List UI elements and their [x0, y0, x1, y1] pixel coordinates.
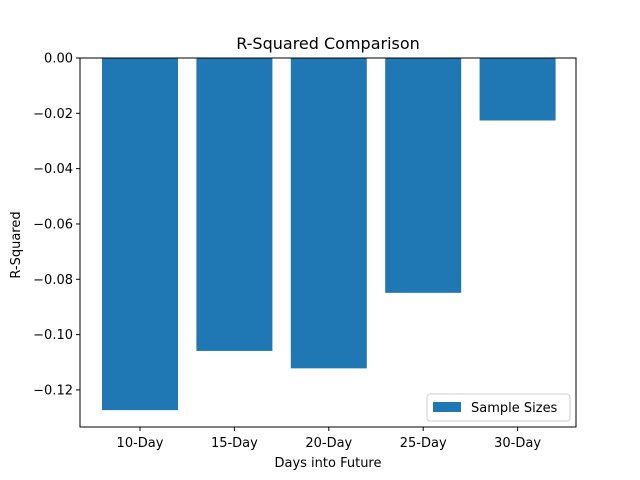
y-axis-title: R-Squared	[9, 211, 24, 278]
bar-10-day	[102, 58, 178, 411]
y-tick-label: −0.10	[33, 328, 73, 343]
bar-20-day	[290, 58, 367, 369]
legend: Sample Sizes	[426, 393, 571, 422]
legend-swatch	[433, 402, 461, 412]
chart-title: R-Squared Comparison	[236, 34, 420, 53]
x-axis-ticks: 10-Day 15-Day 20-Day 25-Day 30-Day	[117, 427, 541, 451]
legend-box	[426, 393, 571, 422]
plot-frame	[79, 57, 577, 428]
x-axis-title: Days into Future	[274, 456, 381, 471]
y-tick-label: −0.02	[33, 107, 73, 122]
x-tick-label: 20-Day	[305, 436, 352, 451]
bar-30-day	[479, 58, 556, 121]
x-tick-label: 25-Day	[400, 436, 447, 451]
legend-label: Sample Sizes	[471, 401, 558, 416]
bar-15-day	[196, 58, 273, 351]
x-tick-label: 30-Day	[494, 436, 541, 451]
x-tick-label: 15-Day	[211, 436, 258, 451]
bars-layer	[102, 58, 556, 411]
bar-25-day	[385, 58, 462, 293]
y-tick-label: 0.00	[44, 52, 73, 67]
y-tick-label: −0.06	[33, 217, 73, 232]
y-tick-label: −0.04	[33, 162, 73, 177]
y-tick-label: −0.08	[33, 273, 73, 288]
x-tick-label: 10-Day	[117, 436, 164, 451]
y-tick-label: −0.12	[33, 383, 73, 398]
y-axis-ticks: 0.00 −0.02 −0.04 −0.06 −0.08 −0.10 −0.12	[33, 52, 80, 398]
